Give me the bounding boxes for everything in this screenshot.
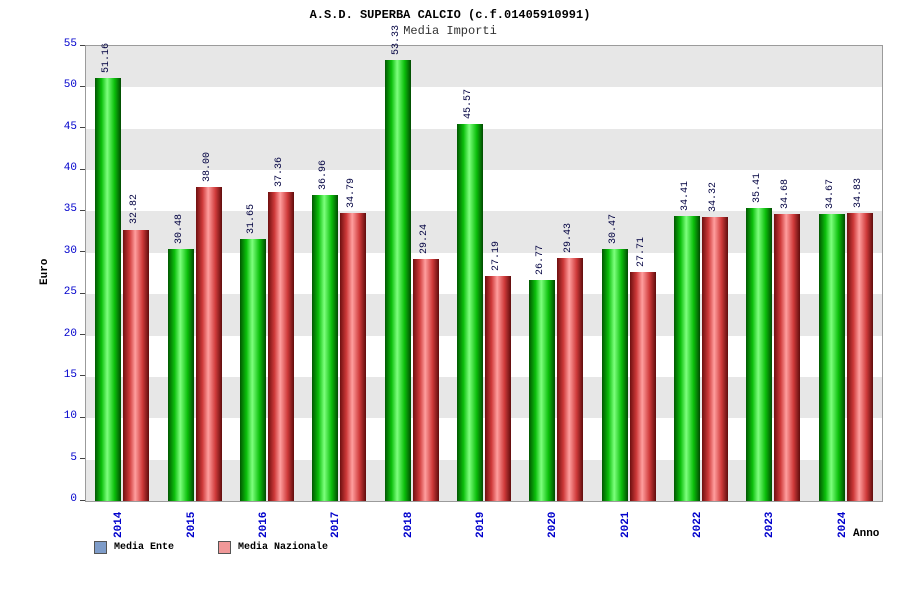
bar-media-nazionale-2019	[485, 276, 511, 501]
chart-subtitle: Media Importi	[403, 24, 497, 38]
x-tick-label-2023: 2023	[764, 511, 777, 538]
legend-swatch-media-nazionale	[218, 541, 232, 554]
bar-media-ente-2022	[674, 216, 701, 501]
legend-item-media-nazionale: Media Nazionale	[218, 541, 328, 554]
bar-media-nazionale-2022	[702, 217, 729, 501]
value-label-media-ente-2018: 53.33	[390, 24, 402, 55]
value-label-media-nazionale-2020: 29.43	[563, 222, 575, 253]
value-label-media-ente-2017: 36.96	[318, 160, 330, 191]
y-tick-label: 10	[63, 410, 77, 423]
value-label-media-ente-2016: 31.65	[245, 204, 257, 235]
y-tick-label: 35	[63, 203, 77, 216]
y-tick-label: 55	[63, 38, 77, 50]
x-tick-label-2015: 2015	[185, 511, 198, 538]
value-label-media-ente-2014: 51.16	[101, 42, 113, 73]
y-tick-mark	[80, 375, 85, 377]
value-label-media-nazionale-2014: 32.82	[129, 194, 141, 225]
bar-media-ente-2021	[601, 248, 628, 501]
value-label-media-ente-2019: 45.57	[463, 88, 474, 119]
y-tick-label: 40	[63, 162, 77, 175]
value-label-media-nazionale-2015: 38.00	[201, 151, 213, 182]
bar-media-nazionale-2021	[629, 271, 656, 501]
bar-media-ente-2024	[818, 214, 845, 501]
x-tick-label-2021: 2021	[619, 511, 632, 538]
legend-label-media-ente: Media Ente	[114, 542, 175, 553]
y-tick-label: 5	[70, 451, 77, 464]
value-label-media-nazionale-2017: 34.79	[346, 178, 358, 209]
y-tick-mark	[80, 209, 85, 211]
legend-label-media-nazionale: Media Nazionale	[238, 542, 329, 553]
bar-media-ente-2019	[457, 124, 483, 501]
x-tick-label-2014: 2014	[113, 511, 126, 538]
y-tick-label: 20	[63, 327, 77, 340]
x-axis-title: Anno	[853, 528, 880, 540]
value-label-media-nazionale-2022: 34.32	[708, 182, 720, 213]
y-tick-mark	[80, 251, 85, 253]
x-tick-label-2016: 2016	[257, 511, 270, 538]
bar-media-nazionale-2020	[557, 257, 584, 501]
value-label-media-ente-2022: 34.41	[680, 181, 692, 212]
value-label-media-nazionale-2018: 29.24	[418, 224, 430, 255]
bar-media-ente-2015	[167, 248, 194, 501]
bar-media-nazionale-2023	[774, 214, 801, 501]
y-tick-label: 25	[63, 286, 77, 299]
y-tick-mark	[80, 458, 85, 460]
y-tick-mark	[80, 292, 85, 294]
bar-media-ente-2017	[312, 195, 339, 501]
x-tick-label-2018: 2018	[402, 511, 415, 538]
value-label-media-nazionale-2016: 37.36	[273, 156, 285, 187]
bar-media-nazionale-2015	[195, 186, 222, 501]
plot-band	[86, 128, 882, 171]
bar-media-ente-2014	[95, 77, 122, 501]
legend-swatch-media-ente	[94, 541, 107, 554]
y-tick-mark	[80, 127, 85, 129]
bar-media-nazionale-2014	[123, 229, 150, 501]
legend-item-media-ente: Media Ente	[94, 541, 174, 554]
chart-title: A.S.D. SUPERBA CALCIO (c.f.01405910991)	[309, 8, 591, 22]
y-tick-mark	[80, 499, 85, 501]
value-label-media-ente-2023: 35.41	[752, 173, 764, 204]
x-tick-label-2017: 2017	[330, 511, 343, 538]
bar-media-ente-2018	[384, 59, 411, 501]
x-tick-label-2019: 2019	[475, 511, 487, 538]
bar-media-ente-2020	[529, 279, 556, 501]
y-tick-label: 15	[63, 368, 77, 381]
x-tick-label-2022: 2022	[692, 511, 705, 538]
value-label-media-ente-2024: 34.67	[824, 179, 836, 210]
y-tick-mark	[80, 168, 85, 170]
value-label-media-nazionale-2023: 34.68	[780, 179, 792, 210]
bar-media-nazionale-2016	[267, 191, 294, 501]
plot-band	[86, 46, 882, 88]
y-tick-label: 0	[70, 493, 77, 505]
bar-media-ente-2023	[746, 208, 773, 501]
bar-media-ente-2016	[239, 239, 266, 501]
y-tick-mark	[80, 334, 85, 336]
value-label-media-nazionale-2021: 27.71	[635, 236, 647, 267]
bar-media-nazionale-2024	[846, 212, 873, 501]
plot-band	[86, 87, 882, 129]
value-label-media-ente-2020: 26.77	[535, 244, 547, 275]
y-tick-mark	[80, 44, 85, 46]
bar-media-nazionale-2017	[340, 213, 367, 501]
value-label-media-ente-2021: 30.47	[607, 213, 619, 244]
y-tick-label: 30	[63, 244, 77, 257]
bar-media-nazionale-2018	[412, 259, 439, 501]
y-axis-title: Euro	[39, 258, 51, 285]
y-tick-label: 45	[63, 120, 77, 133]
x-tick-label-2020: 2020	[547, 511, 560, 538]
y-tick-label: 50	[63, 79, 77, 92]
x-tick-label-2024: 2024	[836, 511, 849, 538]
value-label-media-nazionale-2019: 27.19	[491, 241, 502, 272]
y-tick-mark	[80, 85, 85, 87]
y-tick-mark	[80, 416, 85, 418]
plot-area	[85, 45, 883, 502]
value-label-media-nazionale-2024: 34.83	[852, 177, 864, 208]
value-label-media-ente-2015: 30.48	[173, 213, 185, 244]
legend: Media Ente Media Nazionale	[94, 541, 372, 554]
